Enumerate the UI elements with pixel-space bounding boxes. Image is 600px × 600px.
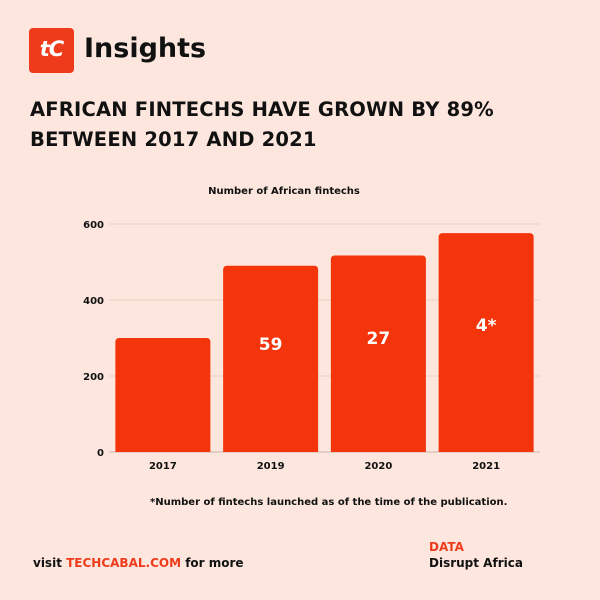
techcabal-logo: tC — [29, 28, 74, 73]
y-tick-label: 0 — [97, 448, 104, 459]
footnote: *Number of fintechs launched as of the t… — [150, 497, 508, 508]
data-heading: DATA — [429, 540, 464, 554]
bar-2021 — [438, 233, 534, 452]
bar-2017 — [115, 338, 211, 452]
logo-text: tC — [39, 37, 64, 61]
data-source: Disrupt Africa — [429, 556, 523, 570]
visit-line: visit TECHCABAL.COM for more — [33, 556, 244, 570]
bar-2019 — [223, 265, 319, 452]
x-tick-label: 2020 — [364, 461, 392, 472]
data-label: 59 — [259, 335, 283, 355]
brand-name: Insights — [84, 33, 207, 64]
bar-2020 — [330, 255, 426, 452]
bar-layer — [115, 233, 534, 452]
y-tick-label: 600 — [83, 220, 104, 231]
label-layer: 0 200 400 600 2017 2019 59 2020 27 2021 4* — [83, 220, 500, 472]
data-label: 27 — [367, 329, 391, 349]
headline: AFRICAN FINTECHS HAVE GROWN BY 89% BETWE… — [30, 98, 494, 151]
techcabal-link[interactable]: TECHCABAL.COM — [66, 556, 182, 570]
x-tick-label: 2021 — [472, 461, 500, 472]
x-tick-label: 2017 — [149, 461, 177, 472]
y-tick-label: 200 — [83, 372, 104, 383]
x-tick-label: 2019 — [257, 461, 285, 472]
y-tick-label: 400 — [83, 296, 104, 307]
visit-suffix: for more — [181, 556, 244, 570]
visit-prefix: visit — [33, 556, 67, 570]
data-label: 4* — [476, 316, 497, 336]
chart-title: Number of African fintechs — [208, 186, 360, 197]
